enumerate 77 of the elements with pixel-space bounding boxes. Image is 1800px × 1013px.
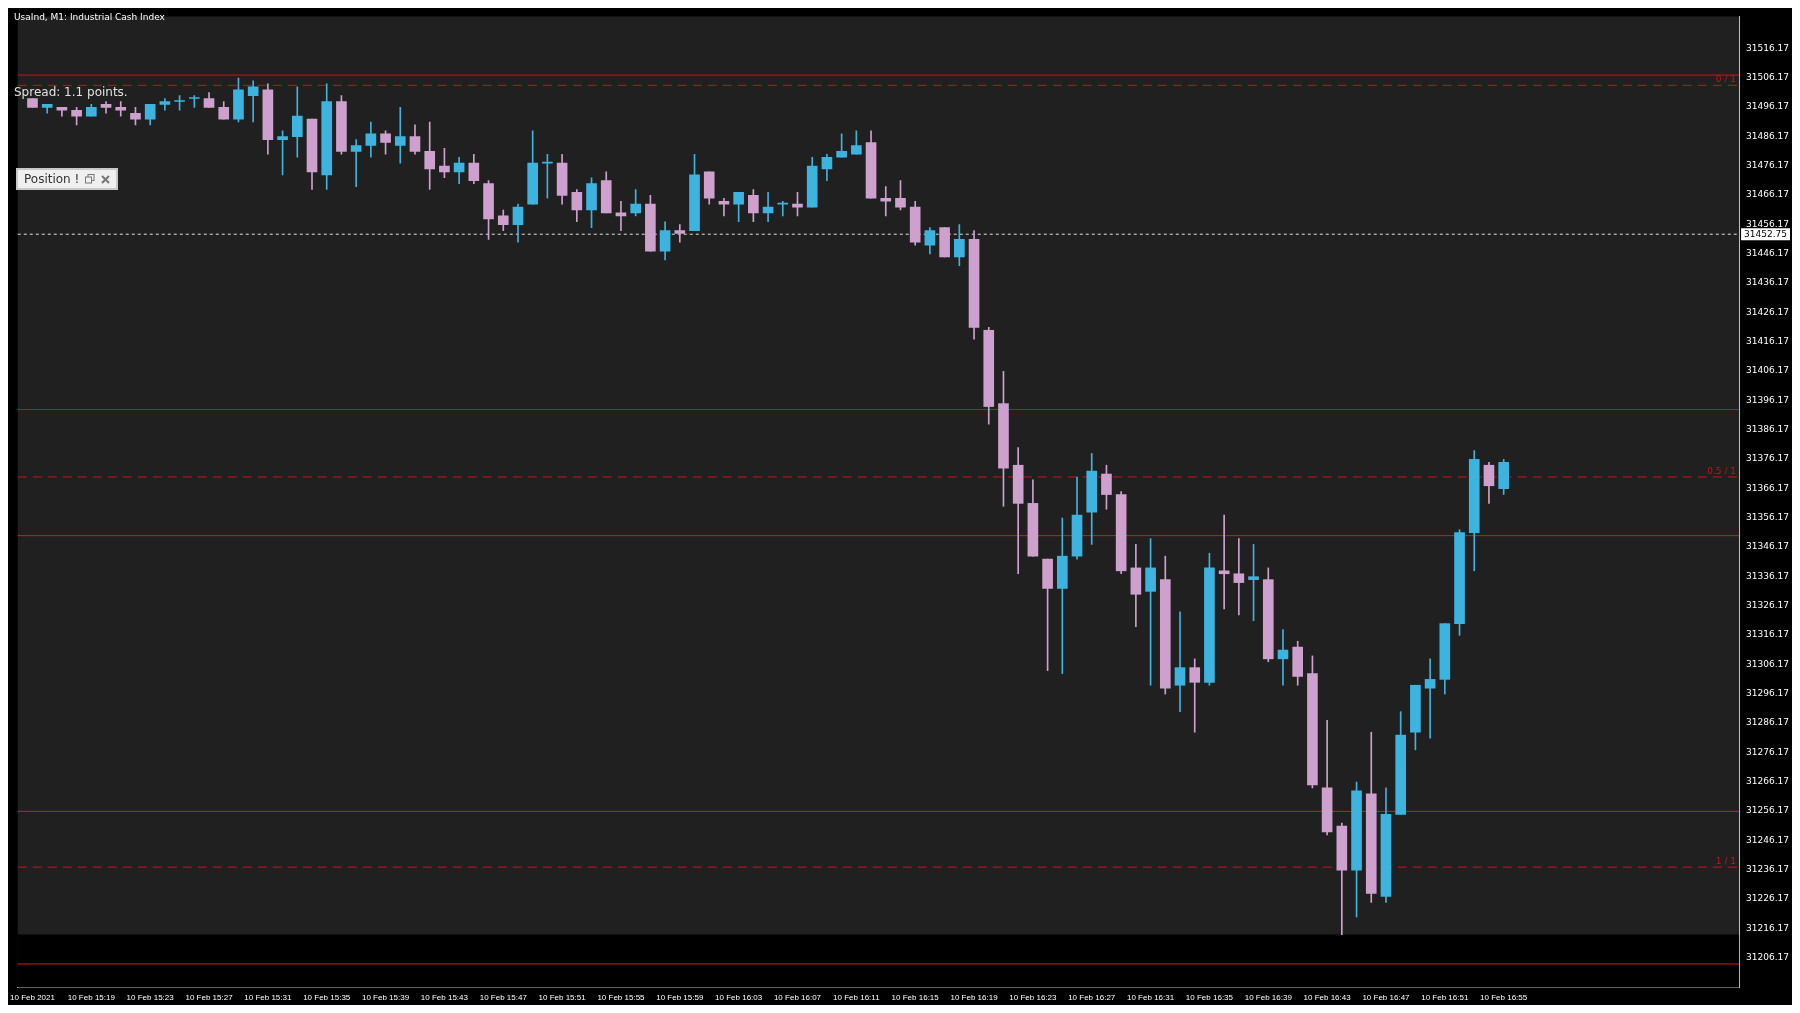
x-tick-label: 10 Feb 16:51 — [1421, 993, 1469, 1003]
y-tick-label: 31256.17 — [1746, 805, 1790, 816]
candlestick — [350, 139, 362, 187]
x-tick-label: 10 Feb 15:43 — [420, 993, 469, 1003]
y-tick-label: 31356.17 — [1746, 511, 1790, 522]
ref-line-label: 31452.75 — [1744, 228, 1788, 239]
x-tick-label: 10 Feb 15:27 — [185, 993, 234, 1003]
x-tick-label: 10 Feb 15:23 — [126, 993, 175, 1003]
y-tick-label: 31326.17 — [1746, 599, 1790, 610]
y-tick-label: 31306.17 — [1746, 658, 1790, 669]
annotation: Spread: 1.1 points. — [14, 85, 128, 99]
candlestick — [1233, 538, 1245, 616]
x-tick-label: 10 Feb 16:39 — [1244, 993, 1293, 1003]
y-tick-label: 31216.17 — [1746, 922, 1790, 933]
candlestick — [1189, 658, 1201, 733]
x-tick-label: 10 Feb 15:47 — [479, 993, 528, 1003]
x-tick-label: 10 Feb 16:19 — [950, 993, 999, 1003]
x-tick-label: 10 Feb 16:11 — [833, 993, 881, 1003]
annotation: Position ! — [24, 172, 80, 186]
x-tick-label: 10 Feb 15:19 — [67, 993, 116, 1003]
y-tick-label: 31286.17 — [1746, 717, 1790, 728]
y-tick-label: 31506.17 — [1746, 71, 1790, 82]
candlestick — [674, 224, 686, 243]
y-tick-label: 31366.17 — [1746, 482, 1790, 493]
y-tick-label: 31416.17 — [1746, 335, 1790, 346]
position-panel: Position ! — [16, 168, 119, 190]
x-tick-label: 10 Feb 16:15 — [891, 993, 940, 1003]
x-tick-label: 10 Feb 16:47 — [1362, 993, 1411, 1003]
candlestick — [188, 95, 200, 108]
chart-title: UsaInd, M1: Industrial Cash Index — [14, 12, 165, 22]
x-tick-label: 10 Feb 15:31 — [244, 993, 292, 1003]
annotation: 0.5 / 1 — [1707, 465, 1737, 476]
x-tick-label: 10 Feb 15:51 — [538, 993, 587, 1003]
y-tick-label: 31446.17 — [1746, 247, 1790, 258]
y-tick-label: 31516.17 — [1746, 42, 1790, 53]
y-tick-label: 31346.17 — [1746, 541, 1790, 552]
x-tick-label: 10 Feb 16:43 — [1303, 993, 1352, 1003]
x-tick-label: 10 Feb 16:07 — [773, 993, 822, 1003]
y-tick-label: 31476.17 — [1746, 159, 1790, 170]
annotation: 0 / 1 — [1715, 74, 1737, 85]
y-tick-label: 31496.17 — [1746, 101, 1790, 112]
y-tick-label: 31436.17 — [1746, 277, 1790, 288]
x-tick-label: 10 Feb 16:31 — [1127, 993, 1175, 1003]
x-tick-label: 10 Feb 16:27 — [1068, 993, 1116, 1003]
candlestick — [1056, 517, 1068, 674]
y-tick-label: 31426.17 — [1746, 306, 1790, 317]
x-tick-label: 10 Feb 16:23 — [1009, 993, 1058, 1003]
candlestick — [247, 80, 259, 123]
x-tick-label: 10 Feb 15:39 — [361, 993, 410, 1003]
y-tick-label: 31336.17 — [1746, 570, 1790, 581]
y-tick-label: 31296.17 — [1746, 687, 1790, 698]
x-tick-label: 10 Feb 2021 — [10, 993, 56, 1003]
y-tick-label: 31226.17 — [1746, 893, 1790, 904]
y-tick-label: 31266.17 — [1746, 775, 1790, 786]
y-tick-label: 31246.17 — [1746, 834, 1790, 845]
y-tick-label: 31376.17 — [1746, 453, 1790, 464]
y-tick-label: 31486.17 — [1746, 130, 1790, 141]
candlestick — [394, 107, 406, 164]
x-tick-label: 10 Feb 16:03 — [715, 993, 763, 1003]
x-tick-label: 10 Feb 15:59 — [656, 993, 704, 1003]
candlestick — [1174, 611, 1186, 712]
y-tick-label: 31206.17 — [1746, 951, 1790, 962]
y-tick-label: 31276.17 — [1746, 746, 1790, 757]
y-tick-label: 31406.17 — [1746, 365, 1790, 376]
candlestick — [1424, 658, 1436, 739]
y-tick-label: 31466.17 — [1746, 189, 1790, 200]
y-tick-label: 31456.17 — [1746, 218, 1790, 229]
candlestick — [880, 186, 892, 217]
y-tick-label: 31386.17 — [1746, 423, 1790, 434]
y-tick-label: 31316.17 — [1746, 629, 1790, 640]
x-tick-label: 10 Feb 15:55 — [597, 993, 646, 1003]
x-tick-label: 10 Feb 16:35 — [1185, 993, 1234, 1003]
y-tick-label: 31396.17 — [1746, 394, 1790, 405]
y-tick-label: 31236.17 — [1746, 863, 1790, 874]
x-tick-label: 10 Feb 15:35 — [303, 993, 351, 1003]
annotation: 1 / 1 — [1715, 855, 1737, 866]
x-tick-label: 10 Feb 16:55 — [1480, 993, 1528, 1003]
